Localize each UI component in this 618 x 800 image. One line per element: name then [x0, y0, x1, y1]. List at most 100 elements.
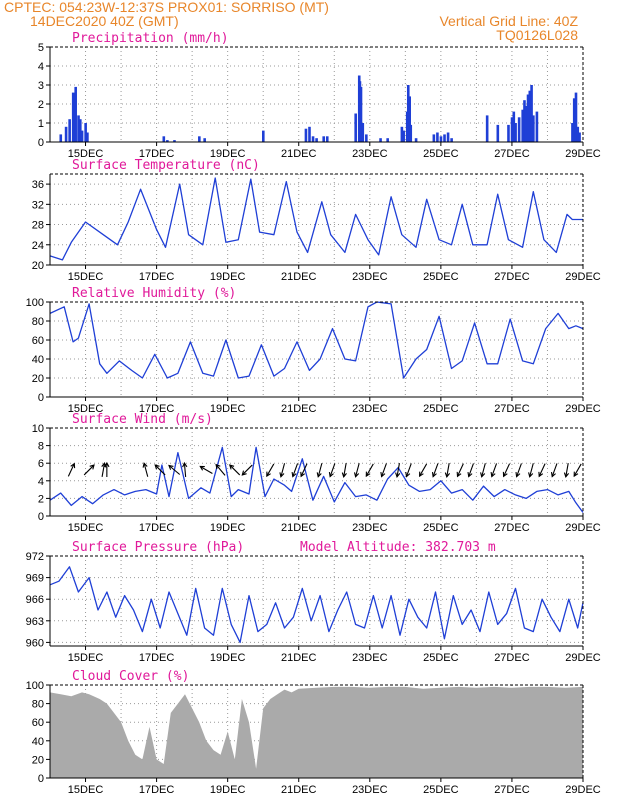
precip-bar: [400, 126, 404, 142]
wind-series-line: [49, 446, 584, 513]
y-tick-label: 966: [26, 594, 44, 606]
y-tick-label: 3: [38, 80, 44, 92]
wind-arrow-shaft: [343, 463, 347, 477]
precip-bar: [322, 136, 326, 142]
x-tick-label: 19DEC: [210, 403, 246, 415]
y-tick-label: 60: [32, 335, 44, 347]
precip-bar: [572, 98, 576, 142]
wind-arrow: [573, 463, 582, 478]
wind-arrow: [456, 463, 464, 478]
wind-arrow-head: [528, 472, 534, 478]
wind-arrow-head: [365, 471, 371, 478]
wind-arrow: [550, 463, 558, 478]
precip-bar: [436, 132, 439, 142]
y-tick-label: 100: [26, 680, 44, 692]
precip-bar: [80, 130, 84, 142]
y-tick-label: 5: [38, 42, 44, 54]
precip-bar: [446, 132, 450, 142]
x-tick-label: 29DEC: [565, 271, 601, 283]
wind-arrow: [316, 463, 323, 478]
wind-arrow-shaft: [83, 464, 95, 476]
y-tick-label: 4: [38, 476, 44, 488]
y-tick-label: 0: [38, 773, 44, 785]
precip-bar: [365, 134, 368, 142]
precip-bar: [414, 138, 418, 142]
panel-title-precip: Precipitation (mm/h): [72, 31, 229, 46]
x-tick-label: 19DEC: [210, 784, 246, 796]
wind-arrow-head: [480, 472, 486, 478]
wind-arrow-shaft: [200, 466, 213, 474]
x-tick-label: 19DEC: [210, 652, 246, 664]
x-tick-label: 29DEC: [565, 652, 601, 664]
wind-arrow-head: [182, 461, 188, 468]
x-tick-label: 15DEC: [68, 784, 104, 796]
wind-arrow: [380, 463, 387, 478]
wind-arrow-shaft: [491, 463, 498, 477]
wind-arrow: [328, 463, 336, 478]
precip-bar: [162, 136, 166, 142]
wind-arrow: [431, 463, 439, 478]
precip-bar: [315, 138, 318, 142]
precip-bar: [521, 109, 524, 142]
y-tick-label: 60: [32, 717, 44, 729]
wind-arrow-head: [316, 472, 322, 478]
x-tick-label: 25DEC: [423, 403, 459, 415]
precip-bar: [198, 136, 201, 142]
x-tick-label: 29DEC: [565, 403, 601, 415]
wind-arrow: [502, 463, 511, 478]
wind-arrow-head: [89, 464, 95, 470]
wind-arrow-shaft: [317, 463, 323, 477]
y-tick-label: 972: [26, 551, 44, 563]
wind-arrow-head: [215, 463, 221, 470]
wind-arrow: [341, 463, 347, 479]
x-tick-label: 27DEC: [494, 522, 530, 534]
x-tick-label: 17DEC: [139, 522, 175, 534]
y-tick-label: 32: [32, 199, 44, 211]
wind-arrow: [563, 463, 570, 479]
panel-precip: 0 1 2 3 4 5 15DEC 17DEC 19DEC 21DEC 23DEC 25DEC 27DE…: [38, 31, 601, 160]
precip-bar: [359, 86, 363, 142]
wind-arrow-shaft: [365, 463, 374, 477]
wind-arrow: [480, 463, 486, 478]
wind-arrow-head: [279, 472, 285, 478]
precip-bar: [173, 140, 176, 142]
wind-arrow: [538, 463, 546, 478]
precip-bar: [84, 123, 87, 142]
header-station-line: CPTEC: 054:23W-12:37S PROX01: SORRISO (M…: [4, 0, 329, 15]
wind-arrow-shaft: [266, 463, 275, 477]
precip-bar: [450, 138, 453, 142]
x-tick-label: 23DEC: [352, 652, 388, 664]
wind-arrow: [528, 463, 534, 478]
x-tick-label: 25DEC: [423, 652, 459, 664]
wind-arrow: [353, 463, 360, 478]
wind-arrow: [142, 462, 149, 477]
y-tick-label: 10: [32, 423, 44, 435]
precip-bar: [203, 138, 206, 142]
precip-bar: [166, 140, 169, 142]
wind-arrow-head: [142, 462, 148, 468]
precip-bar: [325, 136, 329, 142]
wind-arrow-shaft: [215, 464, 226, 476]
y-tick-label: 960: [26, 637, 44, 649]
wind-arrow-head: [241, 470, 247, 476]
wind-arrow: [467, 463, 474, 478]
wind-arrow-shaft: [538, 463, 546, 477]
panel-pressure: 960 963 966 969 972 15DEC 17DEC 19DEC 21DEC 23DEC…: [26, 540, 601, 664]
wind-arrow-head: [490, 472, 496, 478]
y-tick-label: 4: [38, 61, 44, 73]
x-tick-label: 19DEC: [210, 148, 246, 160]
wind-arrow-shaft: [101, 463, 106, 477]
wind-arrow-head: [328, 472, 334, 478]
y-tick-label: 28: [32, 220, 44, 232]
precip-bar: [361, 123, 365, 142]
x-tick-label: 25DEC: [423, 271, 459, 283]
wind-arrow-shaft: [292, 463, 299, 477]
wind-arrow-head: [456, 471, 462, 478]
precip-bar: [402, 130, 405, 142]
y-tick-label: 6: [38, 458, 44, 470]
x-tick-label: 17DEC: [139, 652, 175, 664]
y-tick-label: 2: [38, 99, 44, 111]
precip-bar: [68, 119, 71, 142]
x-tick-label: 29DEC: [565, 148, 601, 160]
x-tick-label: 15DEC: [68, 652, 104, 664]
